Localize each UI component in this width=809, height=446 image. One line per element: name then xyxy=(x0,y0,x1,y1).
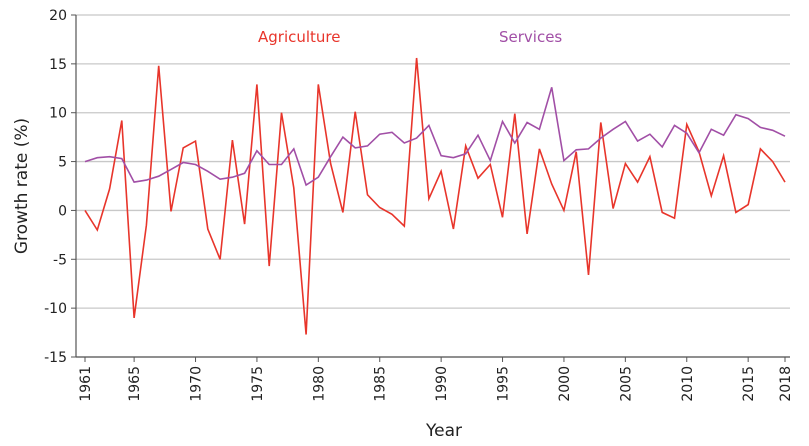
x-axis: 1961 1965 1970 1975 1980 1985 1990 1995 2000 2005… xyxy=(76,357,794,402)
x-tick-label: 2005 xyxy=(618,366,634,402)
x-tick-label: 2000 xyxy=(557,366,573,402)
x-tick-label: 1985 xyxy=(373,366,389,402)
x-tick-label: 1980 xyxy=(311,366,327,402)
x-axis-label: Year xyxy=(425,421,462,441)
series-lines xyxy=(85,58,785,335)
series-label-services: Services xyxy=(499,28,562,46)
x-tick-label: 1990 xyxy=(434,366,450,402)
x-tick-label: 2018 xyxy=(778,366,794,402)
y-tick-label: 0 xyxy=(58,203,67,219)
x-tick-label: 2010 xyxy=(680,366,696,402)
y-axis-label: Growth rate (%) xyxy=(12,118,32,254)
y-tick-label: -10 xyxy=(44,301,67,317)
grid xyxy=(76,15,790,357)
x-tick-label: 1965 xyxy=(127,366,143,402)
x-tick-label: 1961 xyxy=(78,366,94,402)
series-line-agriculture xyxy=(85,58,785,335)
y-tick-label: 20 xyxy=(49,8,67,24)
y-tick-label: -15 xyxy=(44,350,67,366)
series-label-agriculture: Agriculture xyxy=(258,28,341,46)
x-tick-label: 1995 xyxy=(496,366,512,402)
y-tick-label: -5 xyxy=(53,252,67,268)
x-tick-label: 2015 xyxy=(741,366,757,402)
y-tick-label: 15 xyxy=(49,57,67,73)
y-tick-label: 10 xyxy=(49,106,67,122)
x-tick-label: 1975 xyxy=(250,366,266,402)
x-tick-label: 1970 xyxy=(189,366,205,402)
y-tick-label: 5 xyxy=(58,155,67,171)
y-axis: 20 15 10 5 0 -5 -10 -15 xyxy=(44,8,76,366)
